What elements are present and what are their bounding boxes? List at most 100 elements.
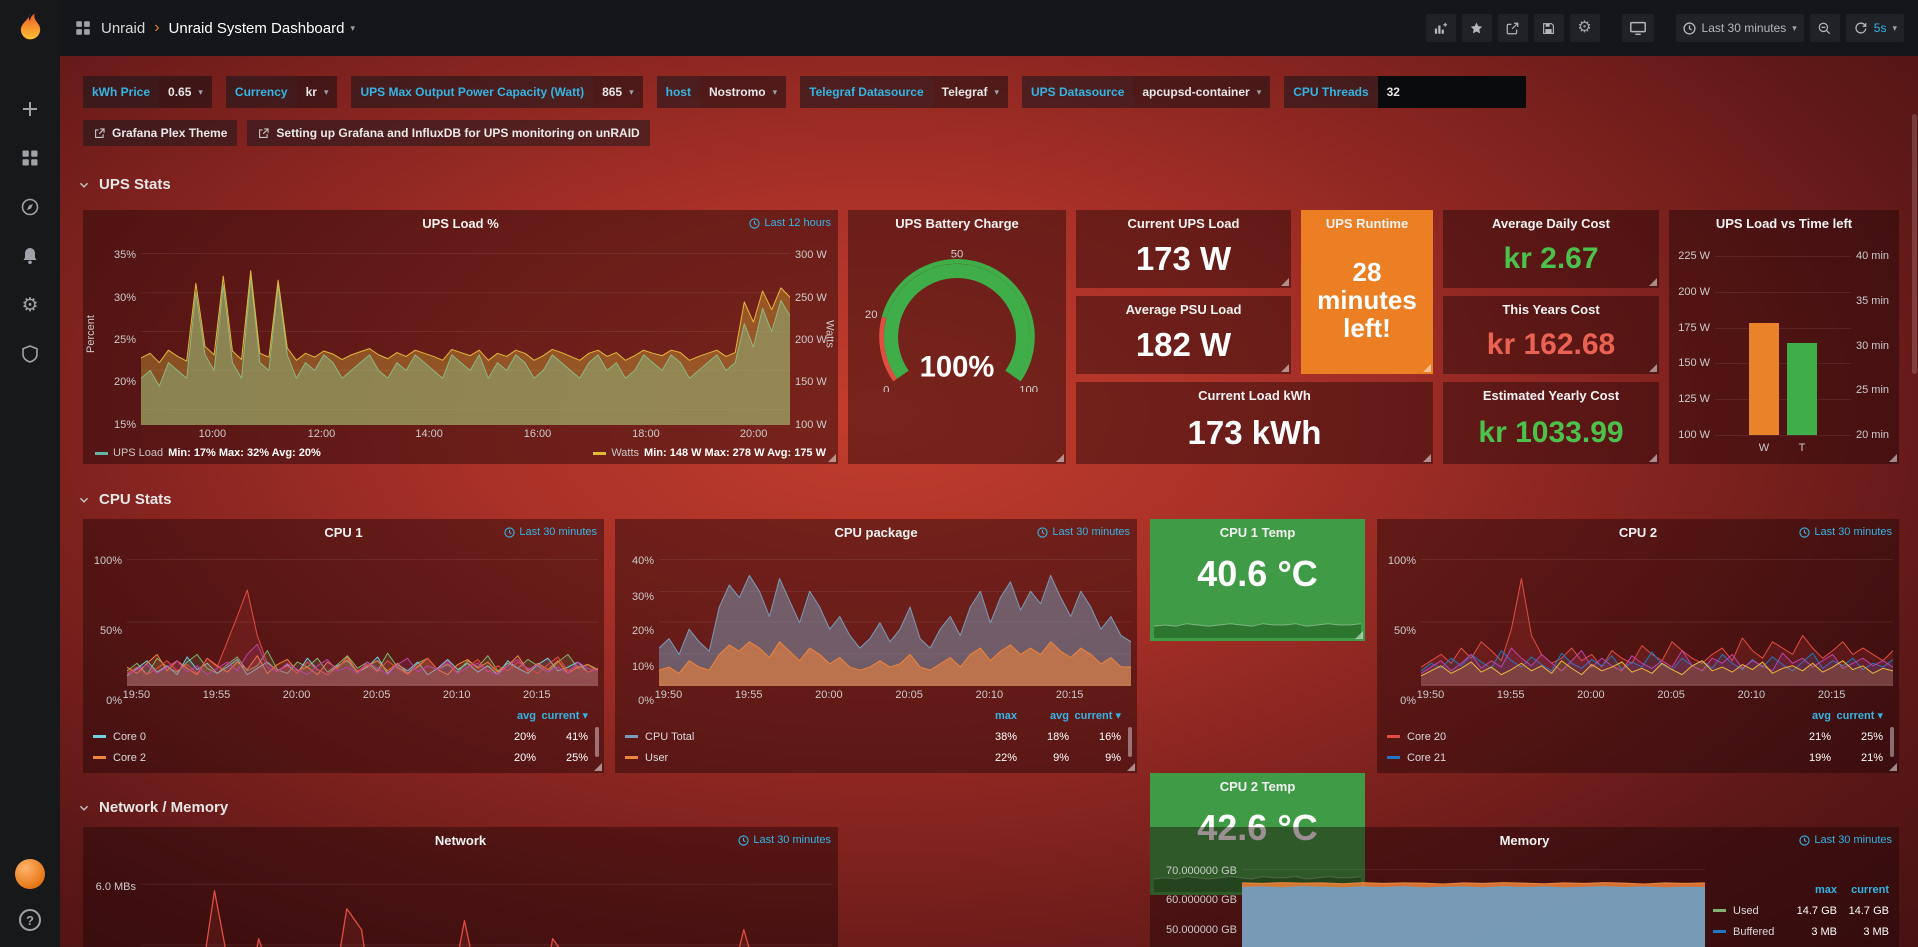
variable-kwh-price[interactable]: kWh Price 0.65 ▾ bbox=[83, 76, 212, 108]
dashboards-icon[interactable] bbox=[19, 147, 41, 169]
dashboard-settings-button[interactable]: ⚙ bbox=[1569, 14, 1600, 42]
refresh-button[interactable]: 5s ▾ bbox=[1845, 14, 1904, 42]
resize-handle[interactable] bbox=[1056, 454, 1064, 462]
gauge-value: 100% bbox=[920, 351, 995, 383]
resize-handle[interactable] bbox=[594, 763, 602, 771]
resize-handle[interactable] bbox=[1127, 763, 1135, 771]
chevron-down-icon bbox=[78, 179, 90, 191]
panel-title[interactable]: CPU 1 Temp bbox=[1219, 525, 1296, 540]
caret-down-icon: ▾ bbox=[1892, 22, 1897, 33]
legend-row[interactable]: Core 0 20% 41% bbox=[93, 726, 588, 747]
legend-row[interactable]: Used 14.7 GB 14.7 GB bbox=[1713, 900, 1889, 921]
resize-handle[interactable] bbox=[828, 454, 836, 462]
cycle-view-mode-button[interactable] bbox=[1621, 14, 1654, 42]
panel-title[interactable]: CPU package bbox=[834, 525, 918, 540]
create-icon[interactable] bbox=[19, 98, 41, 120]
dashboard-canvas: kWh Price 0.65 ▾ Currency kr ▾ UPS Max Out… bbox=[60, 56, 1918, 947]
resize-handle[interactable] bbox=[1889, 454, 1897, 462]
legend-row[interactable]: Core 20 21% 25% bbox=[1387, 726, 1883, 747]
resize-handle[interactable] bbox=[1423, 364, 1431, 372]
dashboard-grid-icon[interactable] bbox=[74, 19, 92, 37]
resize-handle[interactable] bbox=[1281, 364, 1289, 372]
cpu-package-chart bbox=[659, 547, 1131, 686]
resize-handle[interactable] bbox=[1355, 631, 1363, 639]
legend-scrollbar[interactable] bbox=[1890, 727, 1894, 757]
variable-telegraf-datasource[interactable]: Telegraf Datasource Telegraf ▾ bbox=[800, 76, 1008, 108]
panel-title[interactable]: Memory bbox=[1499, 833, 1550, 848]
resize-handle[interactable] bbox=[1423, 454, 1431, 462]
breadcrumb-dashboard[interactable]: Unraid System Dashboard ▾ bbox=[168, 19, 355, 37]
panel-title[interactable]: Estimated Yearly Cost bbox=[1482, 388, 1620, 403]
panel-cpu-package: CPU package Last 30 minutes 40% 30% 20% 10%… bbox=[615, 519, 1137, 773]
panel-title[interactable]: UPS Runtime bbox=[1325, 216, 1409, 231]
admin-shield-icon[interactable] bbox=[19, 343, 41, 365]
ups-load-chart bbox=[141, 238, 790, 425]
panel-title[interactable]: Current Load kWh bbox=[1198, 388, 1311, 403]
variable-ups-datasource[interactable]: UPS Datasource apcupsd-container ▾ bbox=[1022, 76, 1271, 108]
resize-handle[interactable] bbox=[1649, 454, 1657, 462]
panel-title[interactable]: UPS Load vs Time left bbox=[1715, 216, 1853, 231]
caret-down-icon: ▾ bbox=[323, 86, 329, 97]
stat-value: kr 162.68 bbox=[1486, 328, 1616, 361]
add-panel-button[interactable] bbox=[1425, 14, 1456, 42]
configuration-gear-icon[interactable]: ⚙ bbox=[21, 294, 39, 316]
legend-item[interactable]: UPS Load Min: 17% Max: 32% Avg: 20% bbox=[95, 447, 321, 459]
breadcrumb-separator: › bbox=[154, 19, 160, 36]
panel-title[interactable]: CPU 2 Temp bbox=[1219, 779, 1296, 794]
panel-title[interactable]: Average Daily Cost bbox=[1491, 216, 1610, 231]
panel-title[interactable]: UPS Load % bbox=[422, 216, 499, 231]
help-icon[interactable]: ? bbox=[19, 909, 41, 931]
breadcrumb-folder[interactable]: Unraid bbox=[101, 19, 146, 37]
panel-title[interactable]: Current UPS Load bbox=[1127, 216, 1240, 231]
panel-title[interactable]: UPS Battery Charge bbox=[895, 216, 1019, 231]
legend-item[interactable]: Watts Min: 148 W Max: 278 W Avg: 175 W bbox=[593, 447, 826, 459]
legend-scrollbar[interactable] bbox=[1128, 727, 1132, 757]
legend-scrollbar[interactable] bbox=[595, 727, 599, 757]
panel-time-range[interactable]: Last 30 minutes bbox=[504, 526, 597, 538]
star-dashboard-button[interactable] bbox=[1461, 14, 1492, 42]
page-scrollbar[interactable] bbox=[1912, 114, 1917, 374]
panel-title[interactable]: Network bbox=[434, 833, 487, 848]
share-dashboard-button[interactable] bbox=[1497, 14, 1528, 42]
resize-handle[interactable] bbox=[1889, 763, 1897, 771]
panel-time-range[interactable]: Last 30 minutes bbox=[1799, 526, 1892, 538]
legend-row[interactable]: Core 2 20% 25% bbox=[93, 747, 588, 768]
panel-title[interactable]: CPU 1 bbox=[324, 525, 363, 540]
variable-currency[interactable]: Currency kr ▾ bbox=[225, 76, 338, 108]
variable-label: host bbox=[656, 76, 700, 108]
explore-icon[interactable] bbox=[19, 196, 41, 218]
legend-row[interactable]: CPU Total 38% 18% 16% bbox=[625, 726, 1121, 747]
time-range-picker[interactable]: Last 30 minutes ▾ bbox=[1675, 14, 1804, 42]
variable-ups-max-output[interactable]: UPS Max Output Power Capacity (Watt) 865… bbox=[351, 76, 643, 108]
stat-value: 42.6 °C bbox=[1197, 807, 1318, 848]
resize-handle[interactable] bbox=[1281, 278, 1289, 286]
resize-handle[interactable] bbox=[1649, 278, 1657, 286]
panel-time-range[interactable]: Last 30 minutes bbox=[1799, 834, 1892, 846]
legend-row[interactable]: Core 21 19% 21% bbox=[1387, 747, 1883, 768]
link-grafana-plex-theme[interactable]: Grafana Plex Theme bbox=[83, 120, 238, 146]
panel-time-range[interactable]: Last 30 minutes bbox=[738, 834, 831, 846]
row-header-cpu-stats[interactable]: CPU Stats bbox=[78, 491, 172, 508]
legend-row[interactable]: Buffered 3 MB 3 MB bbox=[1713, 921, 1889, 942]
stat-value: 182 W bbox=[1135, 326, 1232, 363]
save-dashboard-button[interactable] bbox=[1533, 14, 1564, 42]
resize-handle[interactable] bbox=[1649, 364, 1657, 372]
variable-label: kWh Price bbox=[83, 76, 160, 108]
link-ups-monitoring-guide[interactable]: Setting up Grafana and InfluxDB for UPS … bbox=[247, 120, 650, 146]
cpu-threads-input[interactable]: 32 bbox=[1377, 76, 1526, 108]
panel-time-range[interactable]: Last 12 hours bbox=[749, 217, 831, 229]
zoom-out-time-button[interactable] bbox=[1809, 14, 1840, 42]
row-header-network-memory[interactable]: Network / Memory bbox=[78, 799, 228, 816]
grafana-logo[interactable] bbox=[0, 0, 60, 56]
panel-title[interactable]: Average PSU Load bbox=[1125, 302, 1242, 317]
row-header-ups-stats[interactable]: UPS Stats bbox=[78, 176, 171, 193]
variable-host[interactable]: host Nostromo ▾ bbox=[656, 76, 787, 108]
y-axis-left: 70.000000 GB 60.000000 GB 50.000000 GB bbox=[1166, 864, 1237, 936]
panel-time-range[interactable]: Last 30 minutes bbox=[1037, 526, 1130, 538]
alerting-bell-icon[interactable] bbox=[19, 245, 41, 267]
panel-title[interactable]: This Years Cost bbox=[1502, 302, 1600, 317]
legend-row[interactable]: User 22% 9% 9% bbox=[625, 747, 1121, 768]
panel-title[interactable]: CPU 2 bbox=[1618, 525, 1658, 540]
y-axis-left: 225 W 200 W 175 W 150 W 125 W 100 W bbox=[1678, 249, 1710, 442]
user-avatar[interactable] bbox=[15, 859, 45, 889]
